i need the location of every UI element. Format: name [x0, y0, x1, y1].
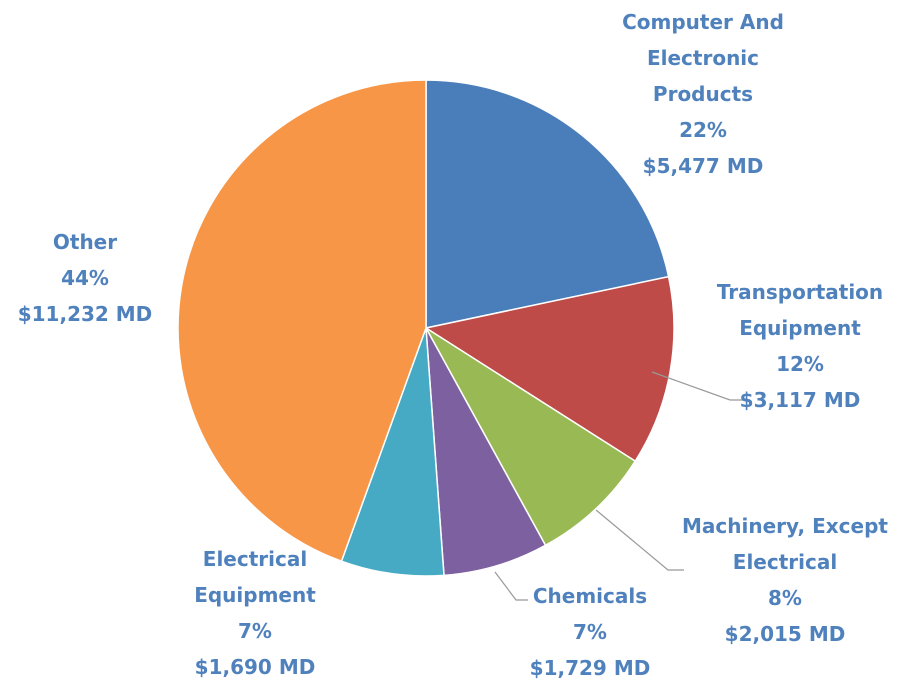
- pie-slice: [425, 327, 547, 577]
- slice-label: Computer And Electronic Products 22% $5,47…: [603, 4, 803, 184]
- slice-label: Other 44% $11,232 MD: [5, 224, 165, 332]
- slice-label: Transportation Equipment 12% $3,117 MD: [710, 274, 890, 418]
- category-label: Computer And Electronic Products: [622, 10, 784, 106]
- slice-label: Chemicals 7% $1,729 MD: [515, 578, 665, 680]
- value-label: $3,117 MD: [739, 388, 861, 412]
- pie-slice: [425, 327, 637, 547]
- category-label: Other: [52, 230, 118, 254]
- category-label: Electrical Equipment: [194, 547, 316, 607]
- leader-line: [595, 509, 684, 571]
- percent-label: 22%: [679, 118, 727, 142]
- value-label: $11,232 MD: [17, 302, 153, 326]
- slice-label: Electrical Equipment 7% $1,690 MD: [180, 541, 330, 680]
- value-label: $1,690 MD: [194, 655, 316, 679]
- percent-label: 44%: [61, 266, 109, 290]
- percent-label: 7%: [573, 620, 607, 644]
- pie-slice: [177, 79, 427, 563]
- pie-slice: [424, 275, 675, 463]
- category-label: Chemicals: [532, 584, 648, 608]
- category-label: Transportation Equipment: [716, 280, 884, 340]
- slices: [177, 79, 675, 577]
- value-label: $5,477 MD: [642, 154, 764, 178]
- category-label: Machinery, Except Electrical: [682, 514, 888, 574]
- leader-line: [651, 371, 748, 401]
- percent-label: 8%: [768, 586, 802, 610]
- percent-label: 12%: [776, 352, 824, 376]
- slice-label: Machinery, Except Electrical 8% $2,015 MD: [680, 508, 890, 652]
- value-label: $2,015 MD: [724, 622, 846, 646]
- leader-line: [494, 571, 528, 601]
- pie-slice: [425, 79, 670, 329]
- value-label: $1,729 MD: [529, 656, 651, 680]
- percent-label: 7%: [238, 619, 272, 643]
